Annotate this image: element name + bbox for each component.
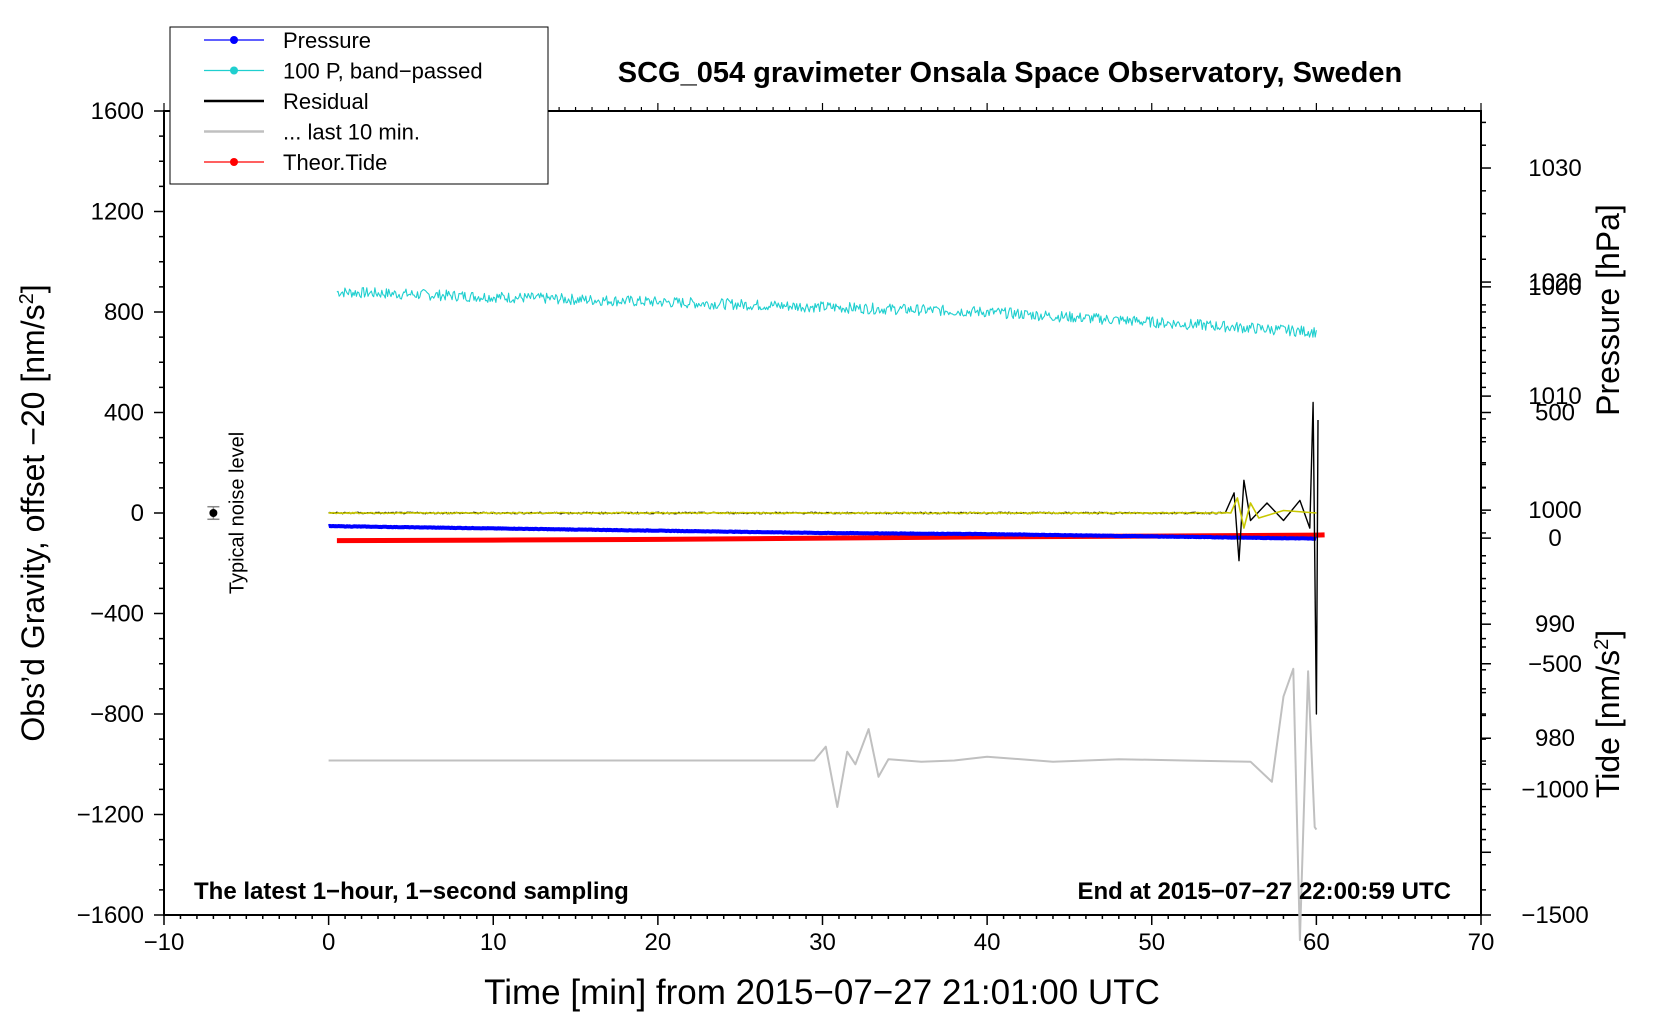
x-tick-label: −10 xyxy=(144,929,185,956)
label-rest: ] xyxy=(1590,630,1626,639)
y-axis-label-pressure: Pressure [hPa] xyxy=(1590,204,1626,416)
x-axis: −10 0 10 20 30 40 50 60 70 xyxy=(144,103,1495,956)
y-tick-label: 1600 xyxy=(91,98,144,125)
superscript-2: 2 xyxy=(16,293,38,304)
x-tick-label: 30 xyxy=(809,929,836,956)
x-tick-label: 0 xyxy=(322,929,335,956)
y-tick-label: −1200 xyxy=(77,802,144,829)
tide-tick-label: 0 xyxy=(1548,525,1561,552)
x-axis-label: Time [min] from 2015−07−27 21:01:00 UTC xyxy=(484,973,1160,1012)
y-tick-label: 1200 xyxy=(91,199,144,226)
annotation-bottom-right: End at 2015−07−27 22:00:59 UTC xyxy=(1077,878,1451,905)
pressure-tick-label: 990 xyxy=(1535,611,1575,638)
label-rest: ] xyxy=(15,284,51,293)
y-axis-pressure: 1030 1020 1010 1000 990 980 xyxy=(1481,121,1582,854)
y-tick-label: −800 xyxy=(90,701,144,728)
series-line-residual xyxy=(328,401,1319,715)
x-tick-label: 70 xyxy=(1468,929,1495,956)
y-tick-label: 800 xyxy=(104,299,144,326)
series-line-theor-tide xyxy=(336,532,1325,544)
tide-tick-label: −1000 xyxy=(1521,776,1588,803)
pressure-tick-label: 1010 xyxy=(1528,383,1581,410)
legend-label: 100 P, band−passed xyxy=(283,59,483,84)
chart-title: SCG_054 gravimeter Onsala Space Observat… xyxy=(618,57,1402,89)
tide-tick-label: −1500 xyxy=(1521,902,1588,929)
y-axis-label-left: Obs’d Gravity, offset −20 [nm/s2] xyxy=(15,284,51,741)
legend-label: Theor.Tide xyxy=(283,150,387,175)
legend-box xyxy=(169,26,549,185)
legend: Pressure 100 P, band−passed Residual ... la… xyxy=(169,26,549,185)
pressure-tick-label: 1030 xyxy=(1528,155,1581,182)
noise-indicator: Typical noise level xyxy=(207,432,248,594)
y-axis-left: 1600 1200 800 400 0 −400 −800 −1200 −1600 xyxy=(77,98,164,929)
noise-point xyxy=(209,509,218,517)
legend-marker xyxy=(230,36,238,44)
y-axis-label-tide: Tide [nm/s2] xyxy=(1590,630,1626,798)
y-tick-label: −400 xyxy=(90,601,144,628)
series-line-residual-filtered xyxy=(328,497,1317,529)
x-tick-label: 50 xyxy=(1138,929,1165,956)
series-line-pressure xyxy=(327,523,1318,541)
legend-marker xyxy=(230,158,238,166)
pressure-tick-label: 980 xyxy=(1535,725,1575,752)
x-tick-label: 60 xyxy=(1303,929,1330,956)
tide-tick-label: −500 xyxy=(1528,651,1582,678)
y-axis-label-left-text: Obs’d Gravity, offset −20 [nm/s xyxy=(15,304,51,741)
series-line-last-10-min xyxy=(328,667,1318,942)
noise-label: Typical noise level xyxy=(226,432,248,594)
y-tick-label: 400 xyxy=(104,400,144,427)
series-line-100-p-band-passed xyxy=(336,287,1317,338)
tide-tick-label: 1000 xyxy=(1528,274,1581,301)
pressure-tick-label: 1000 xyxy=(1528,497,1581,524)
legend-label: ... last 10 min. xyxy=(283,120,420,145)
tide-tick-label: 500 xyxy=(1535,400,1575,427)
y-axis-label-tide-text: Tide [nm/s xyxy=(1590,650,1626,798)
pressure-tick-label: 1020 xyxy=(1528,269,1581,296)
x-tick-label: 10 xyxy=(480,929,507,956)
superscript-2: 2 xyxy=(1591,639,1613,650)
legend-label: Residual xyxy=(283,89,369,114)
y-tick-label: 0 xyxy=(131,500,144,527)
series-layer xyxy=(327,287,1325,942)
y-tick-label: −1600 xyxy=(77,902,144,929)
legend-label: Pressure xyxy=(283,28,371,53)
annotation-bottom-left: The latest 1−hour, 1−second sampling xyxy=(194,878,629,905)
legend-marker xyxy=(230,66,238,75)
x-tick-label: 20 xyxy=(645,929,672,956)
y-axis-tide: 1000 500 0 −500 −1000 −1500 xyxy=(1481,274,1589,929)
x-tick-label: 40 xyxy=(974,929,1001,956)
